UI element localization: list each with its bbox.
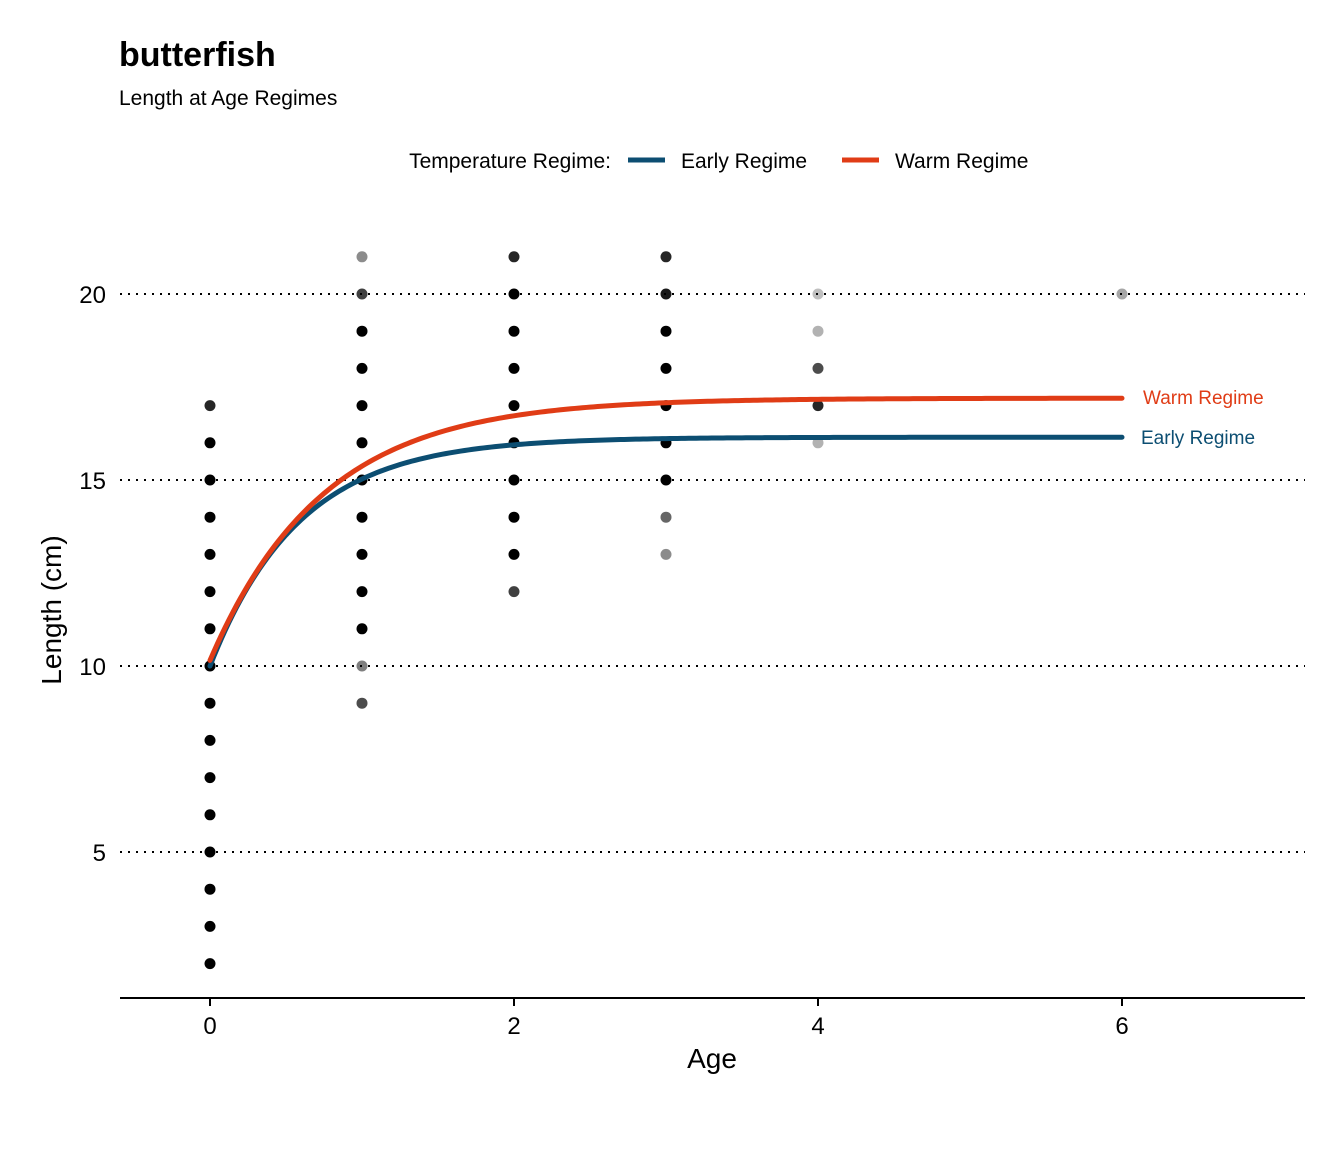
data-point-age1-len18 xyxy=(356,362,368,374)
data-point-age0-len15 xyxy=(204,474,216,486)
chart-subtitle: Length at Age Regimes xyxy=(119,87,337,110)
data-point-age0-len14 xyxy=(204,511,216,523)
y-tick-label-5: 5 xyxy=(93,840,106,867)
data-point-age0-len6 xyxy=(204,809,216,821)
legend-title: Temperature Regime: xyxy=(409,150,611,173)
warm-regime-end-label: Warm Regime xyxy=(1143,388,1264,409)
data-point-age0-len2 xyxy=(204,958,216,970)
y-tick-label-10: 10 xyxy=(79,654,106,681)
data-point-age0-len9 xyxy=(204,697,216,709)
data-point-age2-len19 xyxy=(508,325,520,337)
data-point-age0-len17 xyxy=(204,400,216,412)
curve-warm-regime xyxy=(207,395,1125,663)
data-point-age4-len17 xyxy=(812,400,824,412)
data-point-age1-len13 xyxy=(356,548,368,560)
growth-curves xyxy=(207,395,1125,669)
data-point-age3-len19 xyxy=(660,325,672,337)
data-point-age1-len12 xyxy=(356,586,368,598)
curve-early-regime xyxy=(207,434,1125,669)
data-point-age3-len20 xyxy=(660,288,672,300)
data-point-age0-len13 xyxy=(204,548,216,560)
data-point-age3-len15 xyxy=(660,474,672,486)
data-point-age2-len17 xyxy=(508,400,520,412)
data-point-age4-len16 xyxy=(812,437,824,449)
data-point-age4-len19 xyxy=(812,325,824,337)
data-point-age4-len18 xyxy=(812,362,824,374)
data-point-age2-len15 xyxy=(508,474,520,486)
data-point-age0-len8 xyxy=(204,734,216,746)
x-axis-ticks: 0 2 4 6 xyxy=(203,998,1129,1040)
data-point-age1-len10 xyxy=(356,660,368,672)
x-tick-label-6: 6 xyxy=(1115,1013,1128,1040)
x-tick-label-0: 0 xyxy=(203,1013,216,1040)
data-point-age1-len20 xyxy=(356,288,368,300)
data-point-age1-len14 xyxy=(356,511,368,523)
data-point-age1-len21 xyxy=(356,251,368,263)
chart-title: butterfish xyxy=(119,36,276,74)
data-point-age2-len18 xyxy=(508,362,520,374)
data-points xyxy=(204,251,1128,970)
x-axis-title: Age xyxy=(687,1043,737,1074)
data-point-age0-len11 xyxy=(204,623,216,635)
data-point-age0-len5 xyxy=(204,846,216,858)
data-point-age3-len18 xyxy=(660,362,672,374)
x-tick-label-4: 4 xyxy=(811,1013,824,1040)
early-regime-end-label: Early Regime xyxy=(1141,428,1255,449)
data-point-age0-len7 xyxy=(204,772,216,784)
data-point-age2-len14 xyxy=(508,511,520,523)
data-point-age6-len20 xyxy=(1116,288,1128,300)
data-point-age0-len3 xyxy=(204,920,216,932)
x-tick-label-2: 2 xyxy=(507,1013,520,1040)
data-point-age1-len11 xyxy=(356,623,368,635)
data-point-age3-len14 xyxy=(660,511,672,523)
data-point-age2-len12 xyxy=(508,586,520,598)
gridlines xyxy=(120,293,1305,853)
data-point-age3-len21 xyxy=(660,251,672,263)
y-tick-label-15: 15 xyxy=(79,468,106,495)
y-axis-ticks: 5 10 15 20 xyxy=(79,282,106,867)
data-point-age0-len16 xyxy=(204,437,216,449)
data-point-age1-len9 xyxy=(356,697,368,709)
data-point-age0-len12 xyxy=(204,586,216,598)
data-point-age1-len16 xyxy=(356,437,368,449)
y-tick-label-20: 20 xyxy=(79,282,106,309)
legend-label-early: Early Regime xyxy=(681,150,807,173)
y-axis-title: Length (cm) xyxy=(36,535,67,684)
data-point-age2-len21 xyxy=(508,251,520,263)
data-point-age4-len20 xyxy=(812,288,824,300)
legend-label-warm: Warm Regime xyxy=(895,150,1028,173)
data-point-age2-len13 xyxy=(508,548,520,560)
data-point-age2-len20 xyxy=(508,288,520,300)
legend: Temperature Regime: Early Regime Warm Re… xyxy=(409,150,1028,173)
data-point-age3-len13 xyxy=(660,548,672,560)
data-point-age0-len4 xyxy=(204,883,216,895)
data-point-age1-len17 xyxy=(356,400,368,412)
data-point-age1-len19 xyxy=(356,325,368,337)
